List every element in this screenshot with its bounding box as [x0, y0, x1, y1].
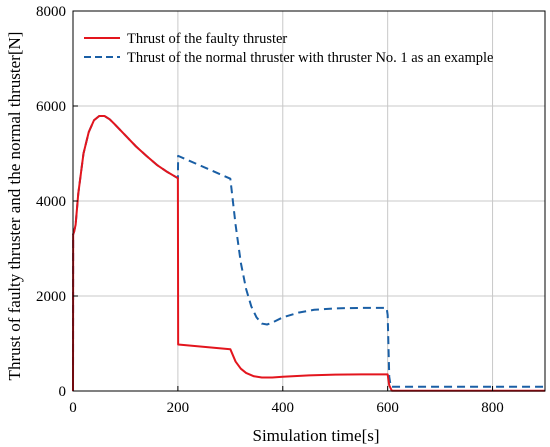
y-tick-label: 0 — [59, 384, 67, 400]
y-tick-label: 4000 — [36, 194, 66, 210]
y-tick-label: 8000 — [36, 4, 66, 20]
data-lines — [72, 114, 545, 392]
series-line-normal — [72, 114, 545, 392]
x-tick-label: 400 — [272, 400, 295, 416]
x-axis-label: Simulation time[s] — [252, 426, 379, 445]
grid — [73, 11, 545, 391]
series-line-faulty — [72, 114, 545, 392]
x-tick-label: 600 — [376, 400, 399, 416]
legend: Thrust of the faulty thruster Thrust of … — [84, 31, 493, 66]
x-tick-label: 0 — [69, 400, 77, 416]
legend-label-faulty: Thrust of the faulty thruster — [127, 31, 287, 47]
y-tick-label: 6000 — [36, 99, 66, 115]
x-tick-label: 200 — [167, 400, 190, 416]
x-tick-label: 800 — [481, 400, 504, 416]
legend-label-normal: Thrust of the normal thruster with thrus… — [127, 50, 493, 66]
y-axis-label: Thrust of faulty thruster and the normal… — [5, 32, 24, 381]
ticks — [72, 10, 494, 392]
y-tick-label: 2000 — [36, 289, 66, 305]
